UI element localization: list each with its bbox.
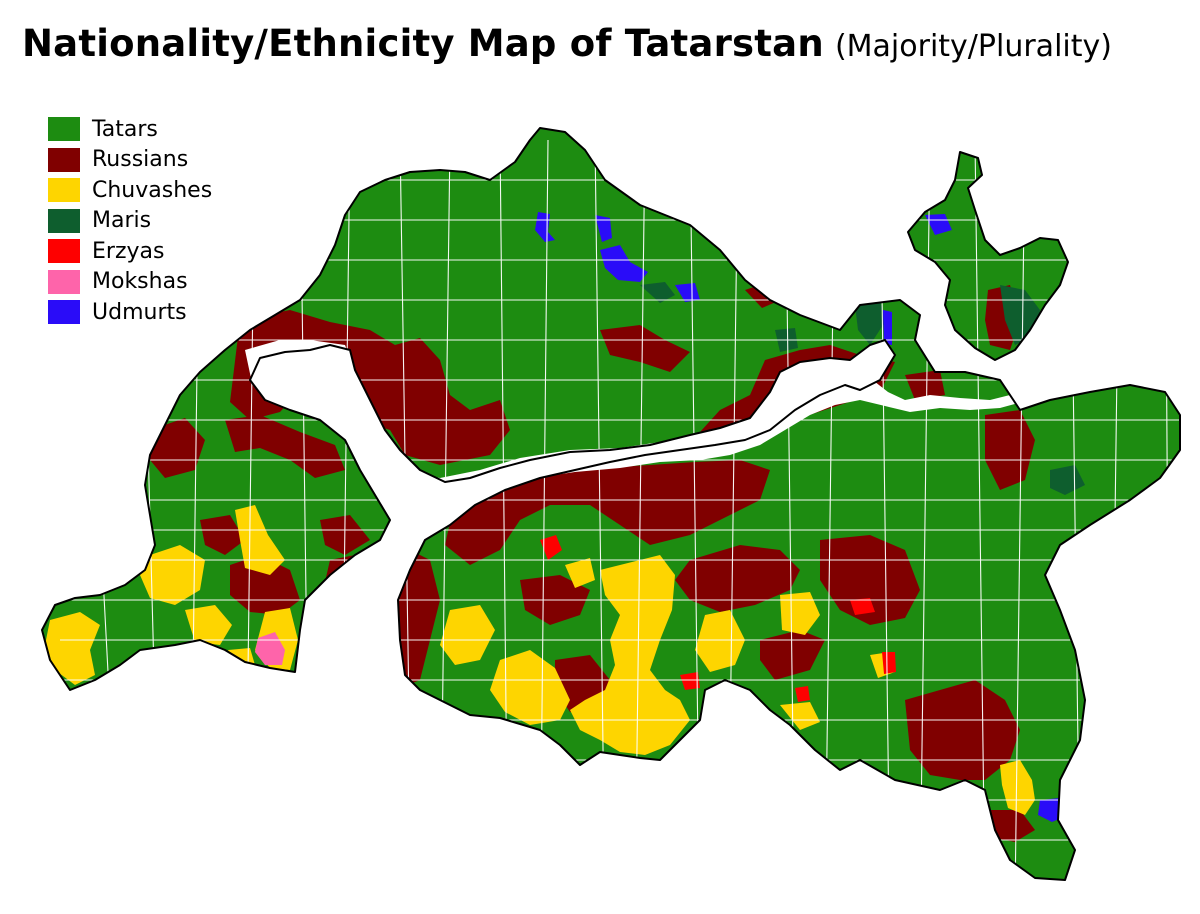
legend-item-maris: Maris xyxy=(48,206,212,237)
legend-swatch xyxy=(48,239,80,264)
legend-swatch xyxy=(48,269,80,294)
legend-item-erzyas: Erzyas xyxy=(48,236,212,267)
legend-label: Tatars xyxy=(92,116,158,142)
legend-swatch xyxy=(48,178,80,203)
legend-item-tatars: Tatars xyxy=(48,114,212,145)
legend-swatch xyxy=(48,300,80,325)
legend-label: Erzyas xyxy=(92,238,165,264)
legend-item-russians: Russians xyxy=(48,145,212,176)
rivers xyxy=(245,340,1025,505)
legend-swatch xyxy=(48,208,80,233)
legend-label: Udmurts xyxy=(92,299,187,325)
map-title-main: Nationality/Ethnicity Map of Tatarstan xyxy=(22,22,824,65)
legend-label: Chuvashes xyxy=(92,177,213,203)
legend-item-chuvashes: Chuvashes xyxy=(48,175,212,206)
erzya-regions xyxy=(540,535,896,702)
legend-label: Mokshas xyxy=(92,269,188,295)
map-legend: Tatars Russians Chuvashes Maris Erzyas M… xyxy=(48,114,212,328)
legend-label: Russians xyxy=(92,147,189,173)
map-title: Nationality/Ethnicity Map of Tatarstan (… xyxy=(22,22,1112,65)
legend-swatch xyxy=(48,147,80,172)
legend-item-mokshas: Mokshas xyxy=(48,267,212,298)
legend-swatch xyxy=(48,117,80,142)
map-title-sub: (Majority/Plurality) xyxy=(834,29,1112,64)
legend-label: Maris xyxy=(92,208,152,234)
legend-item-udmurts: Udmurts xyxy=(48,297,212,328)
